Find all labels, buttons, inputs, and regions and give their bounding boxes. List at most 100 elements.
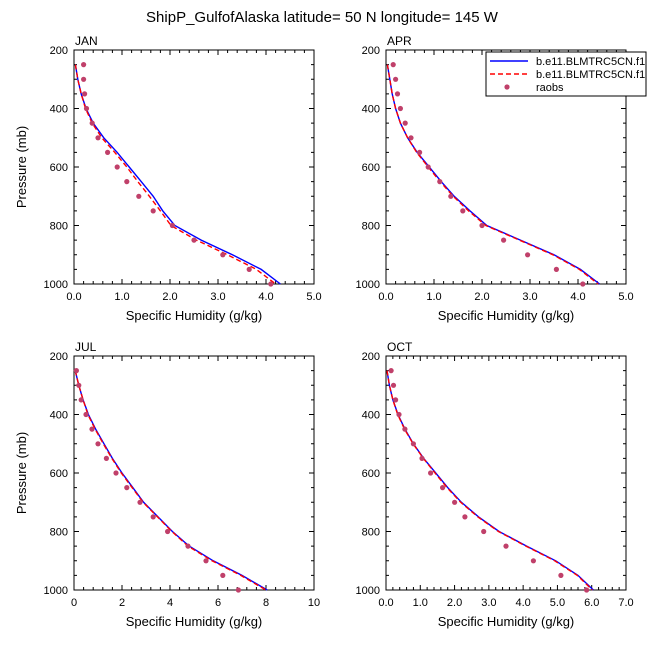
- raobs-point: [553, 266, 560, 272]
- raobs-point: [390, 382, 397, 388]
- x-tick-label: 2.0: [474, 291, 489, 303]
- raobs-point: [220, 252, 226, 258]
- raobs-point: [113, 470, 119, 476]
- raobs-point: [419, 455, 425, 461]
- raobs-point: [150, 208, 156, 214]
- y-tick-label: 200: [50, 351, 68, 363]
- x-tick-label: 8: [263, 597, 269, 609]
- x-tick-label: 10: [308, 597, 320, 609]
- raobs-point: [95, 441, 101, 447]
- plot-frame: [385, 355, 627, 591]
- raobs-point: [417, 149, 423, 155]
- raobs-point: [390, 62, 396, 68]
- y-tick-label: 800: [50, 527, 68, 539]
- panel-label: JUL: [75, 340, 97, 354]
- raobs-point: [169, 222, 175, 229]
- y-tick-label: 600: [362, 162, 380, 174]
- y-tick-label: 1000: [44, 279, 68, 291]
- raobs-point: [388, 368, 394, 374]
- raobs-point: [396, 411, 402, 418]
- raobs-point: [103, 455, 109, 461]
- y-axis-label: Pressure (mb): [14, 432, 29, 514]
- panel-jan: JAN 0.0 1.0 2.0 3.0 4.0 5.0 200 400 600 800 1000 Spe…: [14, 34, 322, 323]
- raobs-point: [136, 193, 142, 199]
- x-tick-label: 1.0: [413, 597, 428, 609]
- series-line-model-b: [74, 64, 277, 285]
- panel-jul: JUL 0 2 4 6 8 10 200 400 600 800 1000 Specific Humid…: [14, 340, 320, 629]
- y-tick-label: 200: [362, 45, 380, 57]
- chart-title: ShipP_GulfofAlaska latitude= 50 N longit…: [146, 9, 499, 26]
- x-axis-label: Specific Humidity (g/kg): [438, 614, 575, 629]
- y-tick-label: 1000: [356, 585, 380, 597]
- plot-frame: [73, 49, 315, 285]
- raobs-point: [397, 105, 403, 112]
- series-line-model-a: [74, 64, 281, 285]
- y-tick-label: 600: [50, 468, 68, 480]
- x-tick-label: 6: [215, 597, 221, 609]
- y-tick-label: 800: [50, 221, 68, 233]
- plot-frame: [73, 355, 315, 591]
- raobs-point: [393, 397, 399, 403]
- raobs-point: [89, 426, 95, 432]
- x-tick-label: 2.0: [162, 291, 177, 303]
- y-tick-label: 200: [362, 351, 380, 363]
- x-tick-label: 5.0: [550, 597, 565, 609]
- raobs-point: [580, 281, 586, 287]
- y-axis-label: Pressure (mb): [14, 126, 29, 208]
- raobs-point: [89, 120, 95, 126]
- series-line-model-b: [386, 370, 593, 591]
- y-tick-label: 400: [362, 104, 380, 116]
- y-tick-label: 800: [362, 527, 380, 539]
- x-tick-label: 2.0: [447, 597, 462, 609]
- x-axis-label: Specific Humidity (g/kg): [126, 308, 263, 323]
- legend-marker-raobs: [504, 84, 510, 90]
- series-line-model-b: [386, 64, 599, 285]
- raobs-point: [78, 397, 84, 403]
- raobs-point: [235, 587, 241, 593]
- x-tick-label: 3.0: [210, 291, 225, 303]
- raobs-point: [584, 587, 590, 593]
- x-axis-label: Specific Humidity (g/kg): [126, 614, 263, 629]
- raobs-point: [408, 135, 414, 141]
- x-tick-label: 4.0: [570, 291, 585, 303]
- x-tick-label: 6.0: [584, 597, 599, 609]
- x-tick-label: 5.0: [306, 291, 321, 303]
- x-tick-label: 2: [119, 597, 125, 609]
- y-tick-label: 600: [362, 468, 380, 480]
- y-tick-label: 400: [362, 410, 380, 422]
- series-line-model-a: [386, 370, 594, 591]
- raobs-point: [479, 222, 485, 229]
- x-tick-label: 7.0: [618, 597, 633, 609]
- y-tick-label: 200: [50, 45, 68, 57]
- raobs-point: [393, 76, 399, 82]
- raobs-point: [246, 266, 252, 272]
- y-tick-label: 1000: [356, 279, 380, 291]
- raobs-point: [124, 179, 130, 185]
- raobs-point: [558, 572, 564, 579]
- raobs-point: [437, 179, 443, 185]
- legend-label: b.e11.BLMTRC5CN.f1: [536, 69, 645, 81]
- raobs-point: [81, 76, 87, 82]
- x-tick-label: 0.0: [378, 291, 393, 303]
- x-tick-label: 4.0: [258, 291, 273, 303]
- raobs-point: [501, 237, 507, 243]
- raobs-point: [124, 485, 130, 491]
- panel-oct: OCT 0.0 1.0 2.0 3.0 4.0 5.0 6.0 7.0 200 400 600 800 1…: [356, 340, 634, 629]
- raobs-point: [83, 105, 90, 112]
- x-tick-label: 1.0: [426, 291, 441, 303]
- raobs-point: [203, 558, 209, 564]
- panel-apr: APR 0.0 1.0 2.0 3.0 4.0 5.0 200 400 600 800 1000 Spe…: [356, 34, 634, 323]
- x-tick-label: 1.0: [114, 291, 129, 303]
- raobs-point: [503, 543, 509, 549]
- y-tick-label: 600: [50, 162, 68, 174]
- raobs-point: [105, 149, 111, 155]
- x-tick-label: 0.0: [378, 597, 393, 609]
- panel-label: JAN: [75, 34, 98, 48]
- raobs-point: [114, 164, 120, 170]
- x-tick-label: 5.0: [618, 291, 633, 303]
- raobs-point: [525, 252, 531, 258]
- legend: b.e11.BLMTRC5CN.f1b.e11.BLMTRC5CN.f1raob…: [485, 51, 647, 97]
- raobs-point: [448, 193, 454, 199]
- raobs-point: [137, 499, 143, 505]
